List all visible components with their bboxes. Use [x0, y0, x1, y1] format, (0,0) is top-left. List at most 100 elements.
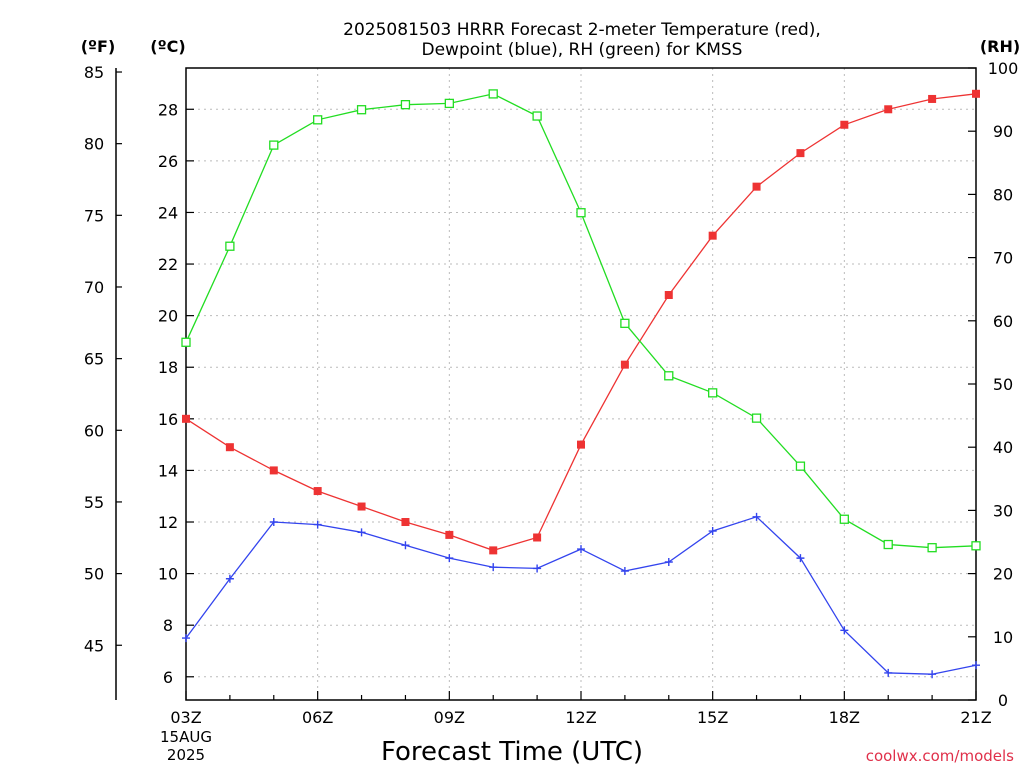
- tick-labels: 6 8 10 12 14 16 18 20 22 24 26 28 45 50 55 60 65 70 75 80 85…: [84, 59, 1018, 727]
- dewpoint-point: [401, 541, 410, 550]
- fahrenheit-tick-label: 45: [84, 636, 104, 655]
- rh-tick-label: 30: [993, 501, 1013, 520]
- rh-tick-label: 40: [993, 438, 1013, 457]
- rh-point: [839, 514, 849, 524]
- dewpoint-point: [489, 563, 498, 572]
- dewpoint-point: [884, 668, 893, 677]
- rh-tick-label: 100: [988, 59, 1019, 78]
- temperature-point: [182, 414, 190, 423]
- celsius-tick-label: 6: [163, 668, 173, 687]
- dewpoint-point: [445, 554, 454, 563]
- rh-point: [532, 111, 542, 121]
- rh-tick-label: 20: [993, 565, 1013, 584]
- rh-point: [356, 105, 367, 115]
- celsius-tick-label: 8: [163, 616, 173, 635]
- fahrenheit-tick-label: 60: [84, 421, 104, 440]
- dewpoint-point: [840, 626, 849, 635]
- rh-tick-label: 70: [993, 249, 1013, 268]
- axes: [115, 67, 977, 701]
- celsius-tick-label: 16: [158, 410, 178, 429]
- temperature-point: [533, 533, 542, 542]
- celsius-tick-label: 18: [158, 358, 178, 377]
- x-tick-label: 18Z: [829, 708, 860, 727]
- temperature-point: [752, 182, 761, 191]
- chart-title-line-2: Dewpoint (blue), RH (green) for KMSS: [422, 40, 743, 60]
- data-series: [181, 89, 981, 679]
- dewpoint-point: [182, 634, 190, 643]
- dewpoint-point: [708, 527, 717, 536]
- rh-tick-label: 60: [993, 312, 1013, 331]
- rh-point: [883, 539, 893, 550]
- dewpoint-point: [577, 545, 585, 554]
- dewpoint-point: [796, 554, 805, 563]
- fahrenheit-tick-label: 55: [84, 493, 104, 512]
- temperature-point: [620, 360, 629, 369]
- celsius-tick-label: 12: [158, 513, 178, 532]
- grid-lines: [186, 68, 976, 700]
- rh-point: [313, 115, 323, 125]
- rh-point: [488, 89, 498, 99]
- rh-tick-label: 80: [993, 185, 1013, 204]
- x-tick-label: 09Z: [434, 708, 465, 727]
- temperature-point: [972, 89, 980, 98]
- rh-point: [269, 140, 279, 150]
- temperature-point: [445, 530, 454, 539]
- celsius-tick-label: 24: [158, 203, 178, 222]
- fahrenheit-tick-label: 75: [84, 206, 104, 225]
- fahrenheit-tick-label: 85: [84, 63, 104, 82]
- chart-title-line-1: 2025081503 HRRR Forecast 2-meter Tempera…: [343, 20, 821, 40]
- dewpoint-point: [533, 564, 542, 573]
- dewpoint-point: [752, 512, 761, 521]
- celsius-tick-label: 20: [158, 307, 178, 326]
- temperature-point: [884, 105, 893, 114]
- rh-point: [708, 388, 718, 398]
- temperature-line: [185, 93, 977, 552]
- rh-tick-label: 90: [993, 122, 1013, 141]
- x-tick-label: 06Z: [302, 708, 333, 727]
- rh-tick-label: 50: [993, 375, 1013, 394]
- x-axis-label: Forecast Time (UTC): [381, 737, 643, 767]
- plot-frame: [185, 67, 977, 701]
- rh-point: [400, 100, 411, 110]
- celsius-unit-label: (ºC): [150, 37, 185, 56]
- rh-tick-label: 10: [993, 628, 1013, 647]
- dewpoint-point: [357, 528, 366, 537]
- temperature-point: [313, 487, 322, 496]
- x-tick-label: 12Z: [565, 708, 596, 727]
- temperature-point: [664, 291, 673, 300]
- temperature-point: [577, 440, 585, 449]
- fahrenheit-tick-label: 65: [84, 350, 104, 369]
- x-tick-label: 21Z: [960, 708, 991, 727]
- temperature-point: [708, 231, 717, 240]
- dewpoint-point: [313, 520, 322, 529]
- celsius-tick-label: 14: [158, 461, 178, 480]
- x-tick-label: 15Z: [697, 708, 728, 727]
- temperature-point: [489, 546, 498, 555]
- temperature-point: [357, 502, 366, 511]
- rh-point: [181, 337, 191, 347]
- dewpoint-point: [928, 670, 937, 679]
- temperature-point: [928, 94, 937, 103]
- dewpoint-point: [269, 518, 278, 527]
- rh-point: [620, 318, 630, 328]
- dewpoint-point: [972, 661, 980, 670]
- rh-point: [751, 413, 762, 423]
- temperature-point: [796, 149, 805, 158]
- rh-point: [971, 541, 981, 551]
- rh-unit-label: (RH): [980, 37, 1020, 56]
- date-year-label: 2025: [167, 746, 205, 764]
- rh-point: [927, 543, 937, 553]
- credit-label: coolwx.com/models: [866, 747, 1014, 765]
- celsius-tick-label: 22: [158, 255, 178, 274]
- date-day-label: 15AUG: [160, 728, 212, 746]
- fahrenheit-tick-label: 50: [84, 565, 104, 584]
- rh-point: [664, 371, 674, 381]
- temperature-point: [225, 443, 234, 452]
- fahrenheit-unit-label: (ºF): [81, 37, 116, 56]
- rh-tick-label: 0: [998, 691, 1008, 710]
- rh-point: [444, 98, 454, 109]
- fahrenheit-tick-label: 70: [84, 278, 104, 297]
- rh-point: [795, 461, 806, 471]
- dewpoint-point: [664, 557, 673, 566]
